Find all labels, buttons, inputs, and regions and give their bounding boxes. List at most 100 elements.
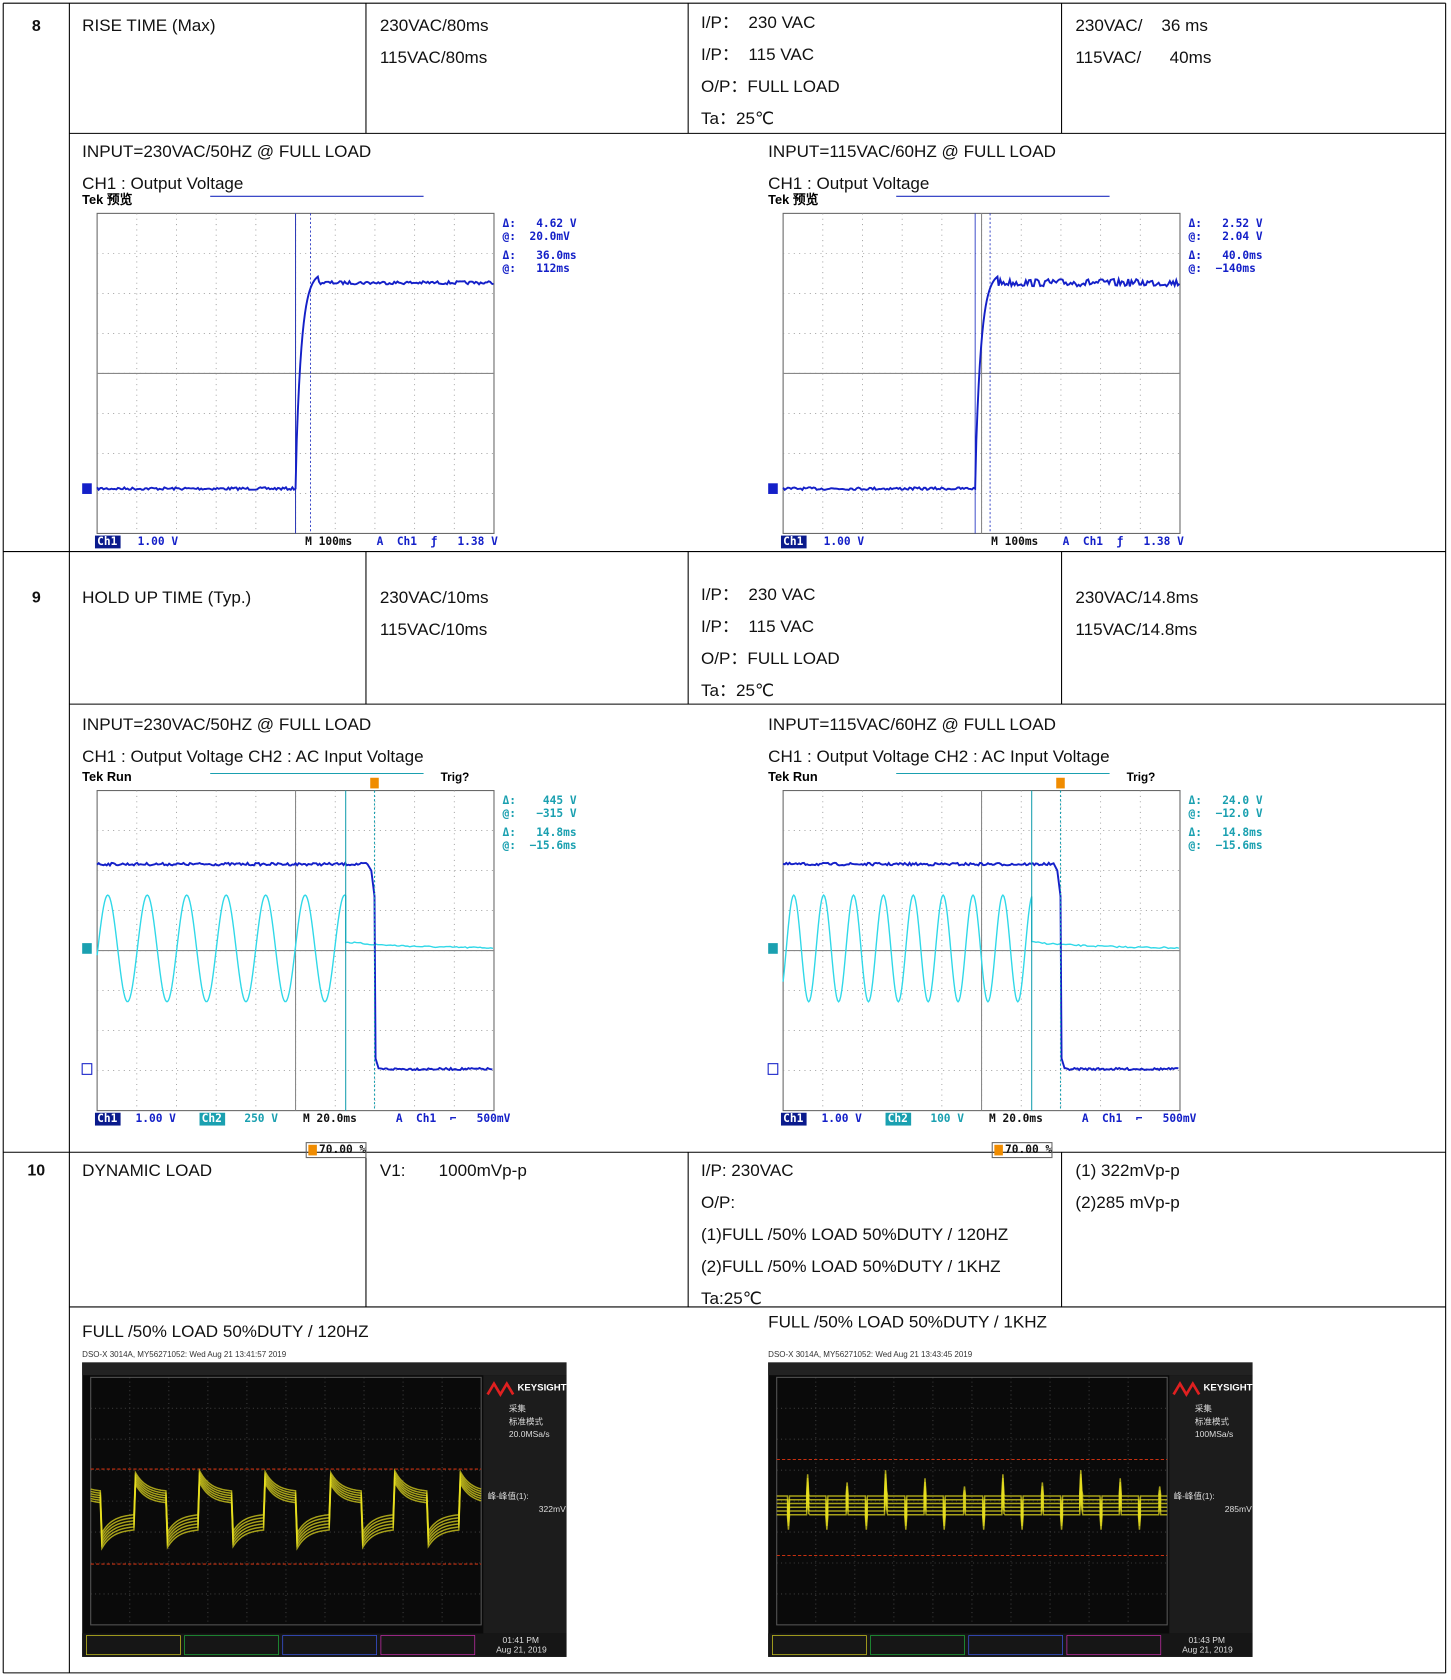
scope-readout: @: 2.04 V	[1189, 230, 1263, 243]
scope-date: Aug 21, 2019	[1182, 1645, 1233, 1655]
result-line: 115VAC/ 40ms	[1075, 48, 1211, 67]
scope-panel-text: 20.0MSa/s	[509, 1429, 550, 1439]
scope-panel-text: 采集	[509, 1404, 527, 1414]
figure-caption: CH1 : Output Voltage CH2 : AC Input Volt…	[768, 747, 1109, 766]
spec-line: 115VAC/80ms	[380, 48, 487, 67]
scope-ch-marker	[82, 1064, 92, 1075]
scope-footer: M 20.0ms	[303, 1112, 357, 1125]
condition-line: I/P： 115 VAC	[701, 617, 814, 636]
figure-caption: INPUT=230VAC/50HZ @ FULL LOAD	[82, 142, 371, 161]
scope-header: DSO-X 3014A, MY56271052: Wed Aug 21 13:4…	[768, 1350, 973, 1359]
scope-footer: A Ch1 ⌐ 500mV	[396, 1112, 511, 1125]
scope-time: 01:43 PM	[1189, 1635, 1225, 1645]
figure-caption: INPUT=115VAC/60HZ @ FULL LOAD	[768, 142, 1056, 161]
condition-line: Ta：25℃	[701, 681, 774, 700]
scope-trigger: Trig?	[1127, 771, 1156, 784]
document: 8RISE TIME (Max)230VAC/80ms115VAC/80msI/…	[0, 0, 1451, 1675]
item-name: DYNAMIC LOAD	[82, 1161, 212, 1180]
scope-header: DSO-X 3014A, MY56271052: Wed Aug 21 13:4…	[82, 1350, 287, 1359]
scope-footer: 1.00 V	[822, 1112, 863, 1125]
scope-topbar	[82, 1362, 566, 1375]
scope-readout: Δ: 40.0ms	[1189, 249, 1263, 262]
scope-marker-text: 70.00 %	[319, 1143, 366, 1156]
condition-line: Ta：25℃	[701, 109, 774, 128]
scope-marker-icon	[308, 1145, 317, 1156]
scope-header: Tek Run	[768, 769, 818, 784]
scope-readout: @: −12.0 V	[1189, 807, 1263, 820]
row-number: 9	[32, 590, 41, 607]
scope-trig-marker	[370, 778, 379, 789]
result-line: (2)285 mVp-p	[1075, 1193, 1179, 1212]
condition-line: O/P：FULL LOAD	[701, 649, 840, 668]
scope-panel-text: 322mV	[539, 1504, 566, 1514]
scope-readout: @: 20.0mV	[503, 230, 571, 243]
scope-footer: A Ch1 ⌐ 500mV	[1082, 1112, 1197, 1125]
scope-readout: Δ: 24.0 V	[1189, 794, 1263, 807]
scope-readout: @: −15.6ms	[503, 839, 577, 852]
figure-caption: INPUT=115VAC/60HZ @ FULL LOAD	[768, 715, 1056, 734]
condition-line: I/P： 230 VAC	[701, 13, 815, 32]
scope-panel-text: 标准模式	[1195, 1416, 1230, 1426]
condition-line: I/P： 230 VAC	[701, 585, 815, 604]
condition-line: I/P: 230VAC	[701, 1161, 794, 1180]
scope-marker-text: 70.00 %	[1005, 1143, 1052, 1156]
scope-bottombar	[768, 1633, 1252, 1656]
condition-line: (1)FULL /50% LOAD 50%DUTY / 120HZ	[701, 1225, 1008, 1244]
scope-time: 01:41 PM	[503, 1635, 539, 1645]
scope-readout: @: −140ms	[1189, 262, 1256, 275]
scope-footer: 100 V	[930, 1112, 964, 1125]
scope-footer: Ch2	[202, 1112, 222, 1125]
figure-caption: INPUT=230VAC/50HZ @ FULL LOAD	[82, 715, 371, 734]
condition-line: Ta:25℃	[701, 1289, 762, 1308]
figure-caption: FULL /50% LOAD 50%DUTY / 1KHZ	[768, 1312, 1047, 1331]
scope-footer: M 100ms	[305, 535, 352, 548]
scope-panel-text: 285mV	[1225, 1504, 1252, 1514]
scope-footer: 250 V	[244, 1112, 278, 1125]
scope-footer: Ch1	[97, 535, 117, 548]
result-line: 230VAC/14.8ms	[1075, 588, 1198, 607]
scope-date: Aug 21, 2019	[496, 1645, 547, 1655]
scope-readout: Δ: 445 V	[503, 794, 577, 807]
scope-footer: Ch2	[888, 1112, 908, 1125]
item-name: HOLD UP TIME (Typ.)	[82, 588, 251, 607]
scope-readout: @: −315 V	[503, 807, 577, 820]
spec-line: 230VAC/10ms	[380, 588, 489, 607]
spec-line: 230VAC/80ms	[380, 16, 489, 35]
scope-bottombar	[82, 1633, 566, 1656]
scope-footer: M 20.0ms	[989, 1112, 1043, 1125]
scope-readout: @: 112ms	[503, 262, 570, 275]
scope-ch-marker	[768, 1064, 778, 1075]
scope-brand: KEYSIGHT	[1203, 1383, 1252, 1394]
scope-marker-icon	[994, 1145, 1003, 1156]
figure-caption: CH1 : Output Voltage CH2 : AC Input Volt…	[82, 747, 423, 766]
condition-line: O/P:	[701, 1193, 735, 1212]
scope-ch-marker	[768, 483, 778, 494]
scope-footer: Ch1	[783, 1112, 803, 1125]
scope-panel-text: 峰-峰值(1):	[488, 1491, 529, 1501]
scope-footer: Ch1	[97, 1112, 117, 1125]
condition-line: (2)FULL /50% LOAD 50%DUTY / 1KHZ	[701, 1257, 1001, 1276]
scope-ch-marker	[82, 483, 92, 494]
scope-header: Tek Run	[82, 769, 132, 784]
scope-readout: Δ: 14.8ms	[1189, 826, 1263, 839]
spec-line: 115VAC/10ms	[380, 620, 487, 639]
scope-panel-text: 采集	[1195, 1404, 1213, 1414]
scope-readout: Δ: 36.0ms	[503, 249, 577, 262]
scope-footer: M 100ms	[991, 535, 1038, 548]
condition-line: O/P：FULL LOAD	[701, 77, 840, 96]
scope-header: Tek 预览	[768, 192, 818, 207]
scope-readout: @: −15.6ms	[1189, 839, 1263, 852]
scope-ch-marker	[82, 943, 92, 954]
scope-footer: 1.00 V	[138, 535, 179, 548]
figure-caption: FULL /50% LOAD 50%DUTY / 120HZ	[82, 1322, 368, 1341]
scope-footer: A Ch1 ƒ 1.38 V	[1063, 535, 1185, 548]
scope-brand: KEYSIGHT	[517, 1383, 566, 1394]
result-line: 115VAC/14.8ms	[1075, 620, 1197, 639]
scope-panel-text: 峰-峰值(1):	[1174, 1491, 1215, 1501]
scope-panel-text: 100MSa/s	[1195, 1429, 1233, 1439]
scope-trig-marker	[1056, 778, 1065, 789]
scope-ch-marker	[768, 943, 778, 954]
item-name: RISE TIME (Max)	[82, 16, 215, 35]
scope-footer: 1.00 V	[136, 1112, 177, 1125]
page: {"rows": [ {"number": "8", "item": "RISE…	[0, 0, 1451, 1675]
